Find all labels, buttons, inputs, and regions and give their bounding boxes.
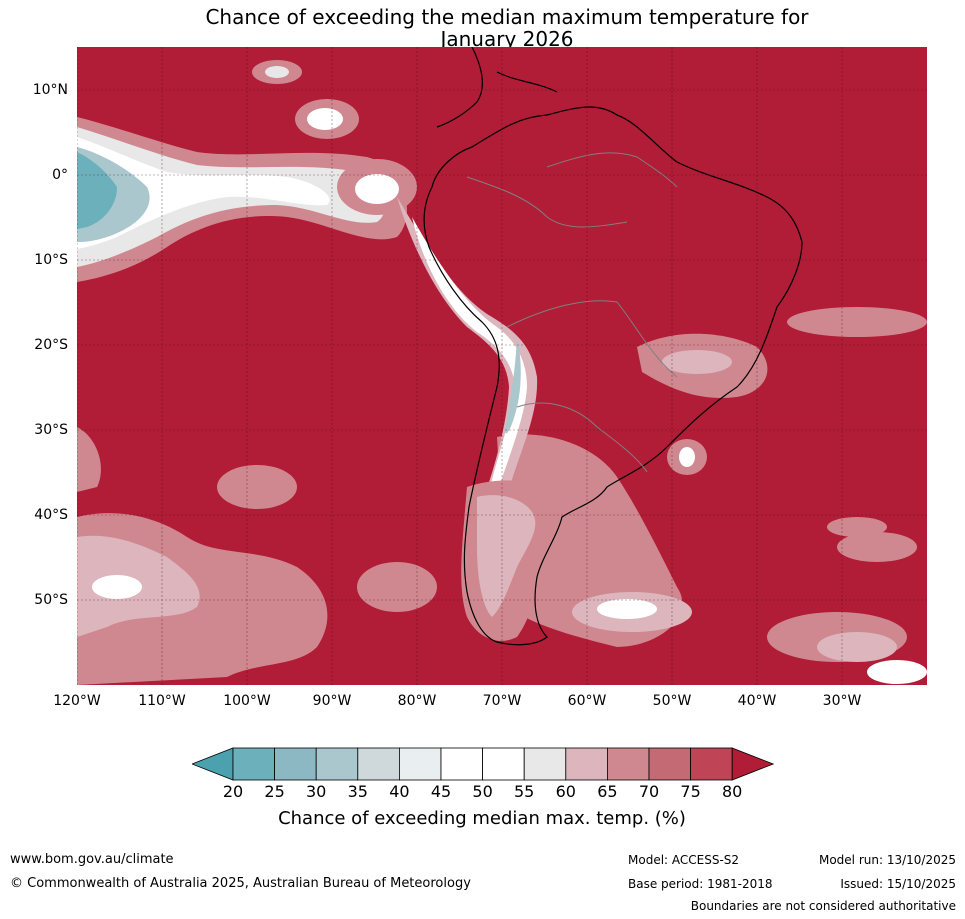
colorbar-segment xyxy=(398,747,442,781)
lat-label-30s: 30°S xyxy=(34,422,68,438)
lat-label-50s: 50°S xyxy=(34,592,68,608)
colorbar-tick: 65 xyxy=(597,782,618,801)
lat-label-20s: 20°S xyxy=(34,337,68,353)
colorbar xyxy=(192,747,774,781)
pacific-cool-anomaly xyxy=(77,117,407,282)
colorbar-tick: 40 xyxy=(389,782,410,801)
south-atlantic-mix xyxy=(497,307,927,684)
lat-label-40s: 40°S xyxy=(34,507,68,523)
colorbar-segment xyxy=(482,747,525,781)
colorbar-tick: 30 xyxy=(306,782,327,801)
lon-label-120w: 120°W xyxy=(53,693,101,709)
colorbar-segments xyxy=(192,747,774,781)
model-run-text: Model run: 13/10/2025 xyxy=(818,853,956,867)
colorbar-extend-low xyxy=(192,747,234,781)
colorbar-label: Chance of exceeding median max. temp. (%… xyxy=(278,808,686,829)
colorbar-segment xyxy=(690,747,733,781)
patagonia-patch xyxy=(461,480,566,641)
lon-label-70w: 70°W xyxy=(482,693,522,709)
base-period-text: Base period: 1981-2018 xyxy=(628,877,773,891)
colorbar-tick: 35 xyxy=(347,782,368,801)
colorbar-segment xyxy=(274,747,317,781)
colorbar-segment xyxy=(606,747,650,781)
issued-text: Issued: 15/10/2025 xyxy=(840,877,956,891)
colorbar-tick: 25 xyxy=(264,782,285,801)
lat-label-10s: 10°S xyxy=(34,252,68,268)
colorbar-segment xyxy=(357,747,400,781)
colorbar-tick: 45 xyxy=(430,782,452,801)
lat-label-10n: 10°N xyxy=(32,82,68,98)
forecast-map xyxy=(77,47,927,685)
colorbar-tick: 55 xyxy=(514,782,535,801)
colorbar-tick: 80 xyxy=(722,782,743,801)
map-title-line-2: January 2026 xyxy=(440,27,574,51)
lon-label-40w: 40°W xyxy=(737,693,777,709)
colorbar-tick: 50 xyxy=(472,782,493,801)
colorbar-segment xyxy=(565,747,608,781)
colorbar-segment xyxy=(648,747,691,781)
colorbar-tick: 70 xyxy=(638,782,660,801)
colorbar-tick: 75 xyxy=(680,782,701,801)
colorbar-segment xyxy=(315,747,359,781)
lon-label-50w: 50°W xyxy=(652,693,692,709)
coastlines xyxy=(423,47,803,646)
lon-label-100w: 100°W xyxy=(223,693,271,709)
copyright-text: © Commonwealth of Australia 2025, Austra… xyxy=(10,876,471,891)
colorbar-extend-high xyxy=(731,747,774,781)
colorbar-tick: 60 xyxy=(555,782,576,801)
south-pacific-mix xyxy=(77,427,437,685)
graticule xyxy=(77,47,927,685)
lon-label-90w: 90°W xyxy=(312,693,352,709)
country-borders xyxy=(466,152,678,473)
disclaimer-text: Boundaries are not considered authoritat… xyxy=(690,899,956,913)
lat-label-0: 0° xyxy=(52,167,68,183)
brazil-patch xyxy=(637,333,768,398)
colorbar-tick: 20 xyxy=(222,782,244,801)
pacific-patches xyxy=(252,60,417,215)
colorbar-segment xyxy=(440,747,483,781)
lon-label-60w: 60°W xyxy=(567,693,607,709)
lon-label-110w: 110°W xyxy=(138,693,186,709)
lon-label-30w: 30°W xyxy=(822,693,862,709)
map-title-line-1: Chance of exceeding the median maximum t… xyxy=(205,5,809,29)
website-link[interactable]: www.bom.gov.au/climate xyxy=(10,852,174,867)
lon-label-80w: 80°W xyxy=(397,693,437,709)
model-text: Model: ACCESS-S2 xyxy=(628,853,740,867)
colorbar-segment xyxy=(523,747,567,781)
colorbar-segment xyxy=(232,747,275,781)
